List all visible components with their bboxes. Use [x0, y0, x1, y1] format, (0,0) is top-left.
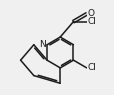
Text: O: O [87, 9, 94, 18]
Text: Cl: Cl [87, 17, 96, 26]
Text: Cl: Cl [87, 63, 96, 72]
Text: N: N [39, 40, 45, 49]
